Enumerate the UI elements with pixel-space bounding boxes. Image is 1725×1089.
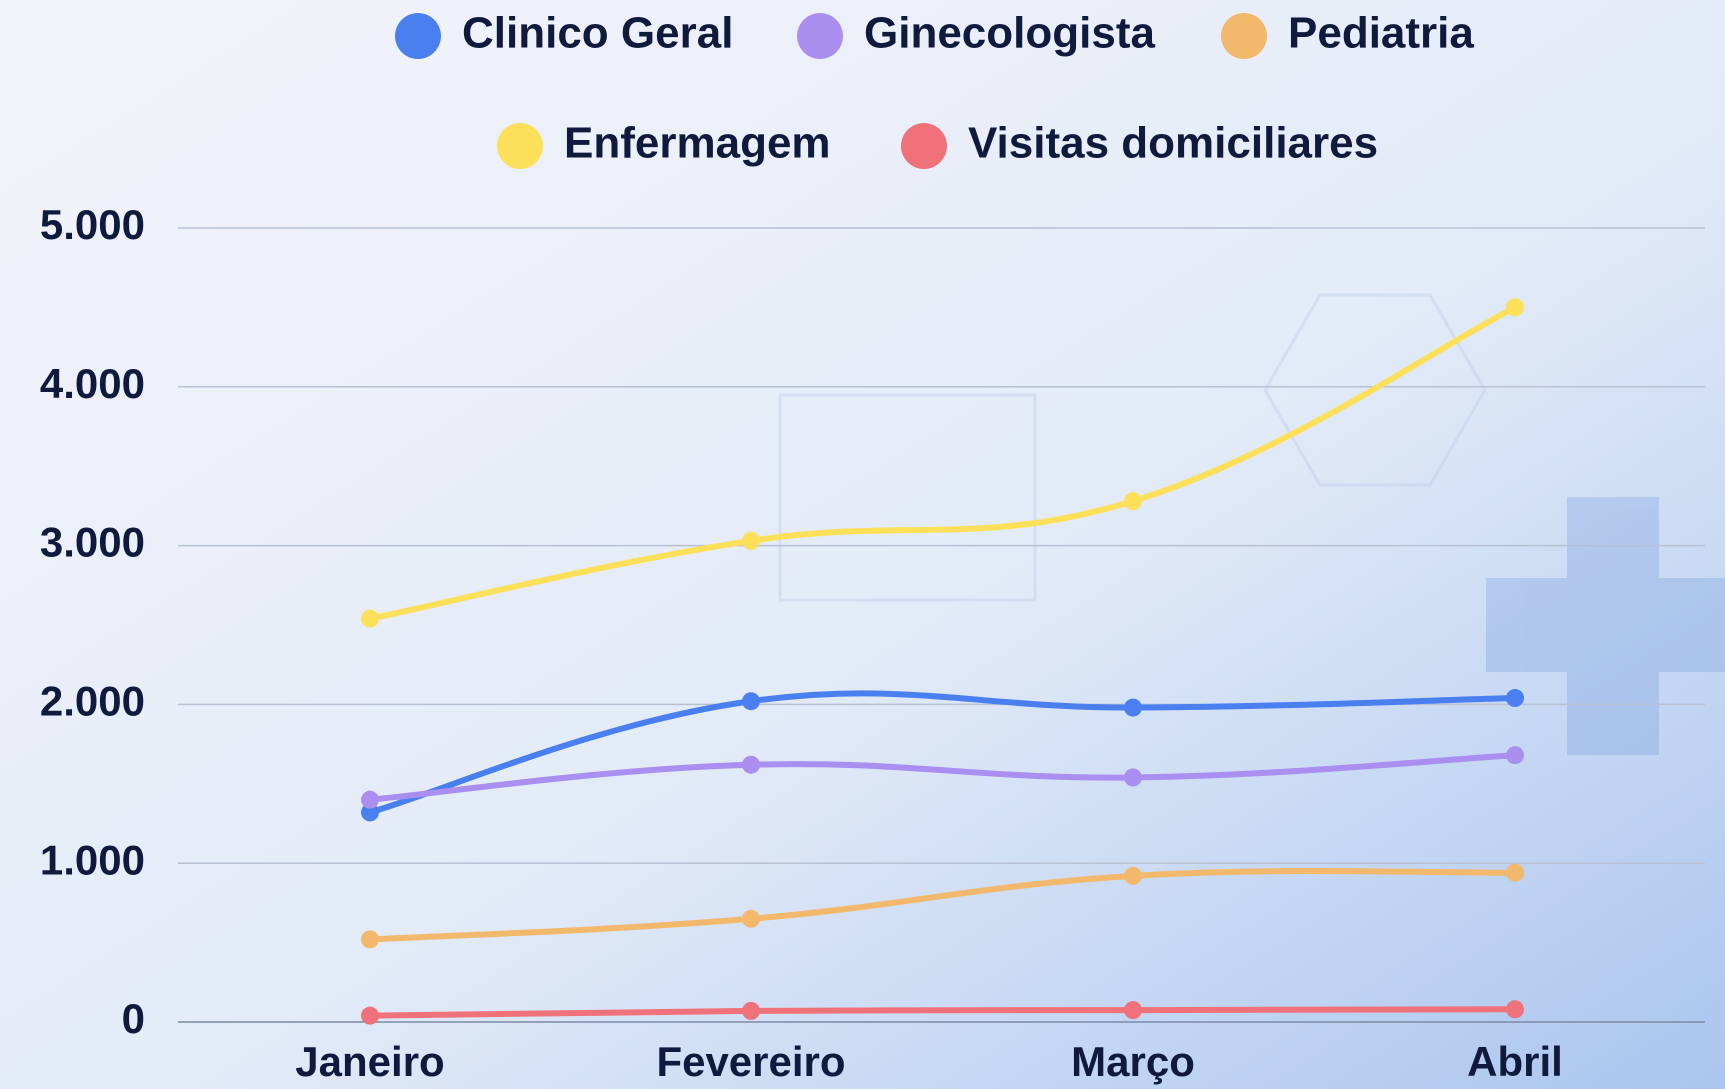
data-point [1124,1001,1142,1019]
y-tick-label: 4.000 [40,360,145,407]
data-point [1124,867,1142,885]
y-tick-label: 5.000 [40,201,145,248]
data-point [1506,746,1524,764]
data-point [742,692,760,710]
legend-label: Clinico Geral [462,9,733,58]
legend-marker [1221,13,1267,59]
background [0,0,1725,1089]
chart: 0 1.000 2.000 3.000 4.000 5.000 Janeiro Feverei… [0,0,1725,1089]
x-tick-label: Abril [1467,1038,1563,1085]
data-point [361,1007,379,1025]
legend-label: Visitas domiciliares [968,119,1378,168]
legend-marker [497,123,543,169]
x-tick-label: Março [1071,1038,1195,1085]
y-tick-label: 3.000 [40,519,145,566]
y-tick-label: 0 [122,995,145,1042]
data-point [361,791,379,809]
data-point [1506,864,1524,882]
data-point [742,1002,760,1020]
data-point [742,910,760,928]
data-point [1506,298,1524,316]
x-tick-label: Janeiro [295,1038,444,1085]
legend-marker [901,123,947,169]
data-point [361,930,379,948]
y-tick-label: 1.000 [40,836,145,883]
data-point [742,756,760,774]
data-point [1124,768,1142,786]
legend-label: Ginecologista [864,9,1155,58]
legend-marker [797,13,843,59]
y-tick-label: 2.000 [40,677,145,724]
data-point [361,610,379,628]
x-tick-label: Fevereiro [656,1038,845,1085]
data-point [1506,689,1524,707]
data-point [742,532,760,550]
legend-label: Pediatria [1288,9,1474,58]
data-point [1506,1000,1524,1018]
legend-marker [395,13,441,59]
legend-label: Enfermagem [564,119,831,168]
data-point [1124,492,1142,510]
data-point [1124,699,1142,717]
